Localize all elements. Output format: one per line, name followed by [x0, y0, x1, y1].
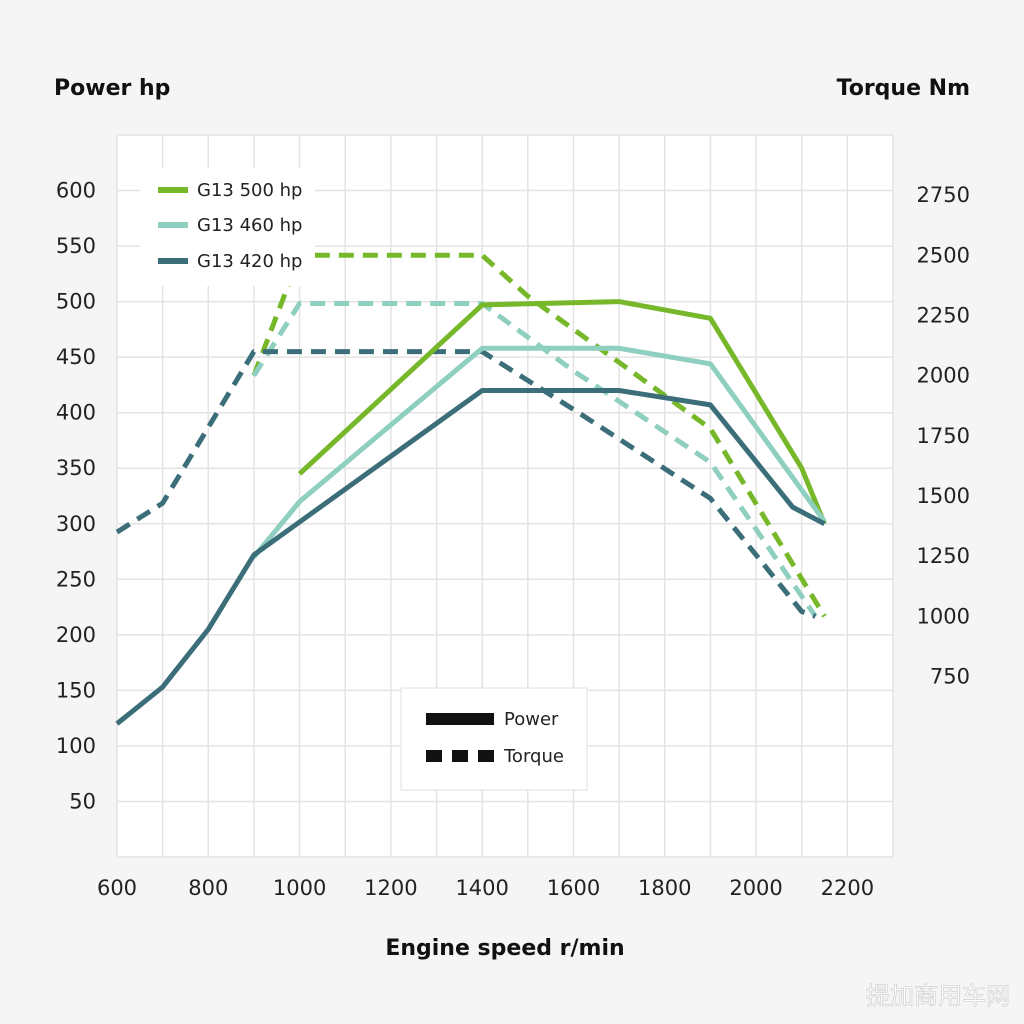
left-tick-labels: 50 100 150 200 250 300 350 400 450 500 550 600	[56, 179, 96, 814]
x-tick-label: 1200	[364, 876, 417, 900]
right-tick-label: 1750	[917, 424, 970, 448]
x-tick-label: 600	[97, 876, 137, 900]
power-line-g13-420-hp	[115, 388, 826, 726]
right-tick-label: 1000	[917, 604, 970, 628]
left-tick-label: 250	[56, 567, 96, 591]
x-tick-label: 1000	[273, 876, 326, 900]
x-tick-label: 1800	[638, 876, 691, 900]
left-axis-title: Power hp	[54, 76, 170, 101]
x-axis-title: Engine speed r/min	[385, 936, 624, 961]
legend-label-torque: Torque	[503, 746, 564, 767]
left-tick-label: 100	[56, 734, 96, 758]
left-tick-label: 350	[56, 456, 96, 480]
x-tick-label: 1400	[455, 876, 508, 900]
right-tick-label: 1500	[917, 484, 970, 508]
torque-line-g13-420-hp	[115, 349, 817, 619]
x-tick-label: 2200	[821, 876, 874, 900]
power-line-g13-500-hp	[297, 299, 827, 525]
right-tick-label: 2250	[917, 304, 970, 328]
style-legend-box	[400, 687, 588, 791]
left-tick-label: 50	[69, 789, 96, 813]
right-tick-label: 2000	[917, 364, 970, 388]
series-legend: G13 500 hp G13 460 hp G13 420 hp	[140, 168, 315, 286]
left-tick-label: 200	[56, 623, 96, 647]
torque-line-g13-460-hp	[251, 301, 818, 618]
left-tick-label: 450	[56, 345, 96, 369]
series-lines	[115, 252, 827, 726]
right-tick-labels: 750 1000 1250 1500 1750 2000 2250 2500 2750	[917, 183, 970, 688]
legend-label-460hp: G13 460 hp	[197, 215, 303, 236]
x-tick-label: 2000	[729, 876, 782, 900]
legend-label-500hp: G13 500 hp	[197, 180, 303, 201]
left-tick-label: 550	[56, 234, 96, 258]
style-legend: Power Torque	[400, 687, 588, 791]
watermark: 提加商用车网	[866, 982, 1010, 1010]
left-tick-label: 300	[56, 512, 96, 536]
left-tick-label: 600	[56, 179, 96, 203]
right-tick-label: 750	[930, 665, 970, 689]
x-tick-label: 1600	[547, 876, 600, 900]
right-tick-label: 2500	[917, 243, 970, 267]
right-tick-label: 1250	[917, 544, 970, 568]
left-tick-label: 150	[56, 678, 96, 702]
left-tick-label: 400	[56, 401, 96, 425]
left-tick-label: 500	[56, 290, 96, 314]
x-tick-label: 800	[188, 876, 228, 900]
power-line-g13-460-hp	[251, 345, 827, 559]
x-tick-labels: 600 800 1000 1200 1400 1600 1800 2000 2200	[97, 876, 874, 900]
legend-label-power: Power	[504, 709, 559, 730]
legend-label-420hp: G13 420 hp	[197, 251, 303, 272]
right-axis-title: Torque Nm	[837, 76, 970, 101]
right-tick-label: 2750	[917, 183, 970, 207]
